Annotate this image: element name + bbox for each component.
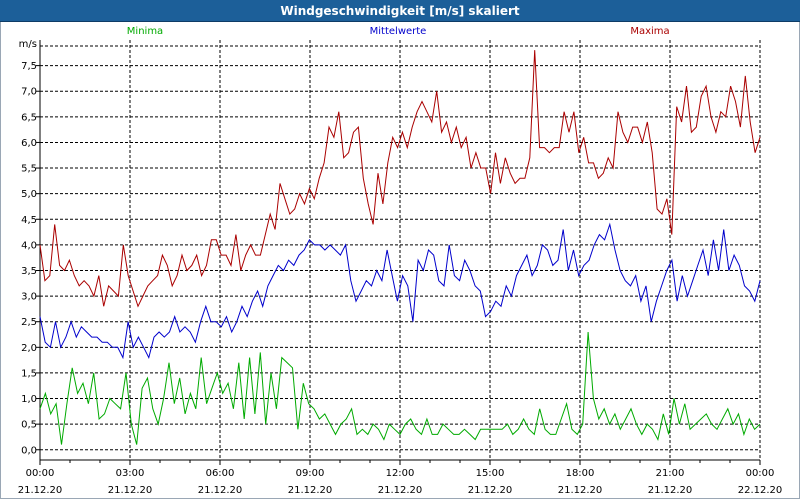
x-tick-time: 21:00 [656,468,685,479]
x-tick-date: 21.12.20 [198,485,243,496]
x-tick-date: 21.12.20 [108,485,153,496]
x-tick-date: 21.12.20 [288,485,333,496]
y-axis-ticks: 0,0 0,5 1,0 1,5 2,0 2,5 3,0 3,5 4,0 4,5 5,0 5,5 6,0 6… [21,61,40,456]
y-tick-label: 6,0 [21,138,37,149]
series-line-minima [39,331,761,445]
y-tick-label: 1,0 [21,394,37,405]
y-tick-label: 7,5 [21,61,37,72]
x-tick-date: 21.12.20 [648,485,693,496]
x-tick-time: 12:00 [386,468,415,479]
y-tick-label: 6,5 [21,112,37,123]
y-tick-label: 4,0 [21,240,37,251]
x-tick-time: 15:00 [476,468,505,479]
y-tick-label: 2,0 [21,343,37,354]
x-tick-date: 21.12.20 [468,485,513,496]
x-tick-time: 06:00 [206,468,235,479]
y-tick-label: 3,0 [21,292,37,303]
y-tick-label: 7,0 [21,87,37,98]
y-tick-label: 0,5 [21,420,37,431]
x-axis-ticks: 00:00 21.12.20 03:00 21.12.20 06:00 21.12.20 0… [18,460,783,496]
x-tick-date: 21.12.20 [558,485,603,496]
y-tick-label: 0,0 [21,445,37,456]
legend-mittelwerte: Mittelwerte [370,26,427,37]
series-lines [39,50,761,445]
y-tick-label: 5,5 [21,164,37,175]
series-line-maxima [39,50,761,308]
series-line-mittelwerte [39,222,761,360]
x-tick-time: 00:00 [746,468,775,479]
legend-minima: Minima [127,26,163,37]
x-tick-date: 21.12.20 [378,485,423,496]
y-tick-label: 4,5 [21,215,37,226]
x-tick-time: 03:00 [116,468,145,479]
y-tick-label: 5,0 [21,189,37,200]
y-tick-label: 2,5 [21,317,37,328]
x-tick-time: 09:00 [296,468,325,479]
legend-maxima: Maxima [630,26,669,37]
window-title: Windgeschwindigkeit [m/s] skaliert [0,0,800,22]
x-tick-time: 18:00 [566,468,595,479]
x-tick-date: 22.12.20 [738,485,783,496]
legend: Minima Mittelwerte Maxima [127,26,670,37]
y-tick-label: 3,5 [21,266,37,277]
y-axis-unit: m/s [19,39,37,50]
y-tick-label: 1,5 [21,368,37,379]
x-tick-time: 00:00 [26,468,55,479]
x-tick-date: 21.12.20 [18,485,63,496]
grid [40,40,760,460]
